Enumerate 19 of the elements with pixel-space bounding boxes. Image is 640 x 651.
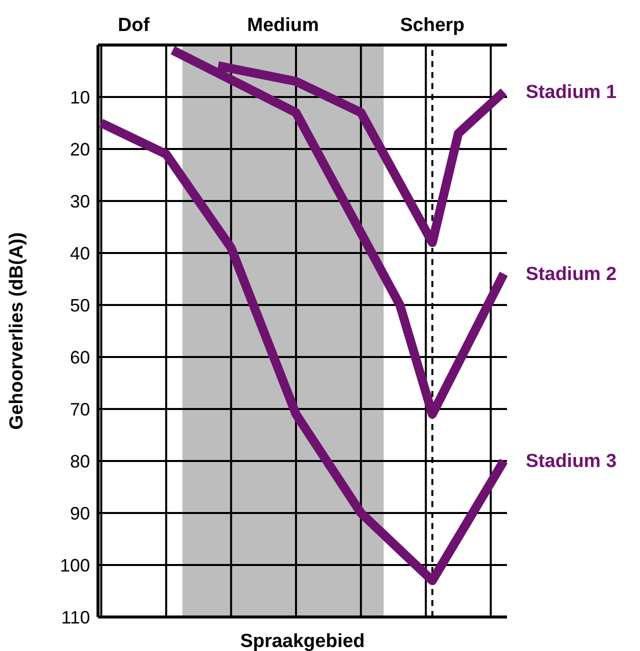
series-label: Stadium 3 <box>526 451 617 472</box>
y-tick-label: 50 <box>70 295 90 316</box>
y-tick-label: 80 <box>70 451 90 472</box>
y-tick-label: 30 <box>70 191 90 212</box>
y-tick-label: 20 <box>70 139 90 160</box>
text: Medium <box>247 15 319 36</box>
text: Scherp <box>400 15 465 36</box>
y-tick-label: 100 <box>60 555 90 576</box>
y-tick-label: 40 <box>70 243 90 264</box>
y-tick-label: 90 <box>70 503 90 524</box>
y-tick-label: 10 <box>70 87 90 108</box>
y-tick-label: 110 <box>61 607 90 628</box>
y-tick-label: 70 <box>70 399 90 420</box>
text: Dof <box>118 15 150 36</box>
x-axis-title: Spraakgebied <box>240 631 365 651</box>
y-axis-title: Gehoorverlies (dB(A)) <box>6 232 28 430</box>
y-tick-label: 60 <box>70 347 90 368</box>
series-label: Stadium 2 <box>526 264 617 285</box>
series-label: Stadium 1 <box>526 82 617 103</box>
